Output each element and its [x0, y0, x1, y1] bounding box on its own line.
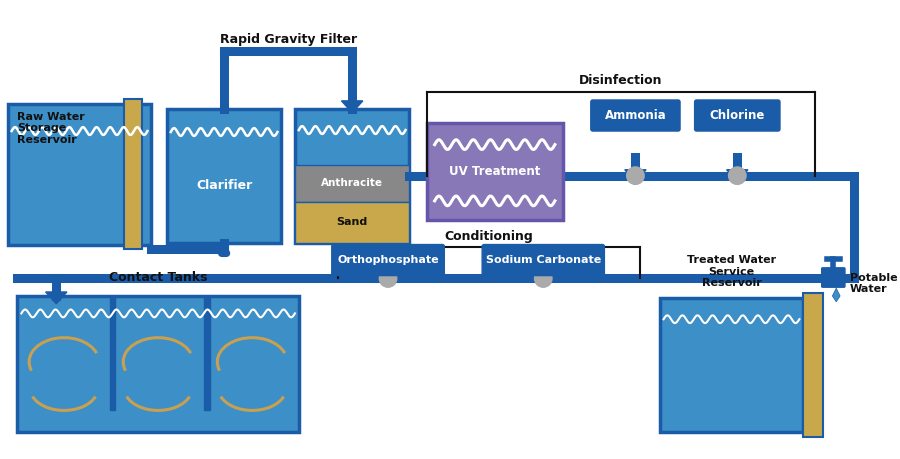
Text: Sodium Carbonate: Sodium Carbonate — [486, 255, 601, 265]
Text: Chlorine: Chlorine — [709, 109, 765, 122]
Bar — [203, 296, 210, 410]
Text: Disinfection: Disinfection — [579, 74, 662, 87]
Bar — [166, 109, 282, 243]
Text: Rapid Gravity Filter: Rapid Gravity Filter — [220, 33, 356, 45]
Text: Sand: Sand — [337, 217, 368, 227]
Polygon shape — [625, 170, 646, 181]
Bar — [295, 109, 410, 243]
Bar — [8, 104, 151, 245]
Bar — [110, 296, 115, 410]
Bar — [17, 296, 299, 432]
Bar — [295, 202, 410, 243]
FancyBboxPatch shape — [590, 100, 680, 131]
Polygon shape — [832, 288, 840, 302]
Text: Clarifier: Clarifier — [196, 179, 252, 192]
Text: Raw Water
Storage
Reservoir: Raw Water Storage Reservoir — [17, 112, 85, 145]
Bar — [427, 123, 562, 220]
Text: Treated Water
Service
Reservoir: Treated Water Service Reservoir — [687, 255, 776, 288]
Circle shape — [379, 270, 397, 287]
Text: Orthophosphate: Orthophosphate — [338, 255, 439, 265]
FancyBboxPatch shape — [482, 245, 605, 275]
Text: Conditioning: Conditioning — [445, 230, 534, 243]
Text: Anthracite: Anthracite — [321, 179, 383, 188]
FancyBboxPatch shape — [695, 100, 780, 131]
Polygon shape — [341, 101, 363, 112]
Bar — [124, 99, 141, 249]
Bar — [804, 293, 823, 437]
FancyBboxPatch shape — [332, 245, 445, 275]
Polygon shape — [377, 273, 399, 284]
Circle shape — [535, 270, 552, 287]
Circle shape — [626, 167, 644, 185]
Text: Contact Tanks: Contact Tanks — [109, 271, 207, 284]
Polygon shape — [533, 273, 554, 284]
FancyBboxPatch shape — [822, 268, 845, 287]
Text: UV Treatment: UV Treatment — [449, 165, 540, 178]
Text: Ammonia: Ammonia — [605, 109, 666, 122]
Polygon shape — [726, 170, 748, 181]
Text: Potable
Water: Potable Water — [850, 273, 897, 294]
Polygon shape — [46, 292, 67, 304]
Circle shape — [729, 167, 746, 185]
Bar — [295, 165, 410, 202]
Bar — [660, 298, 804, 432]
